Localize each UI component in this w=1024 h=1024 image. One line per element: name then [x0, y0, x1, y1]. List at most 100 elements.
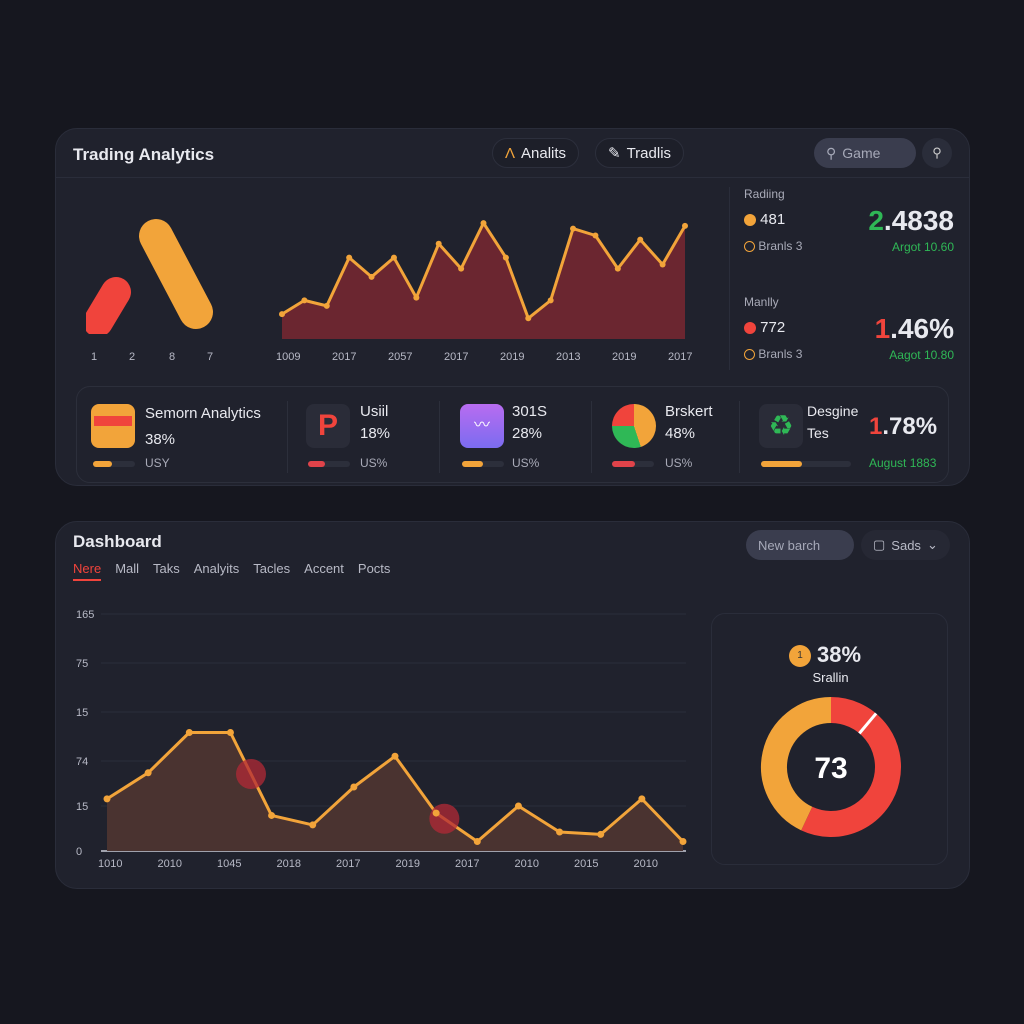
divider: [729, 187, 730, 370]
x-tick-label: 2017: [668, 351, 693, 363]
dropdown-value: Sads: [891, 537, 921, 553]
tab-accent[interactable]: Accent: [304, 561, 344, 576]
value-rest: .78%: [882, 413, 938, 440]
search-button[interactable]: ⚲: [922, 138, 952, 168]
card-semorn[interactable]: Semorn Analytics 38% USY: [91, 404, 281, 479]
highlight-marker: [236, 758, 266, 789]
x-tick-label: 2018: [277, 858, 301, 870]
data-point: [350, 783, 358, 791]
x-tick-label: 2010: [634, 858, 658, 870]
data-point: [570, 225, 577, 232]
x-tick-label: 2017: [332, 351, 357, 363]
y-tick-label: 165: [76, 609, 94, 621]
card-value: 28%: [512, 425, 543, 442]
search-icon: ⚲: [932, 145, 942, 160]
cards-row: Semorn Analytics 38% USY P Usiil 18% US%…: [76, 386, 949, 483]
y-tick-label: 15: [76, 707, 88, 719]
search-icon: ⚲: [826, 144, 837, 161]
data-point: [279, 311, 285, 318]
value-rest: .4838: [883, 205, 954, 236]
card-name: Desgine: [807, 403, 859, 419]
search-input[interactable]: ⚲ Game: [814, 138, 916, 168]
data-point: [614, 265, 621, 272]
data-point: [268, 811, 276, 819]
recycle-icon: ♻: [759, 404, 803, 448]
x-tick-label: 2019: [612, 351, 637, 363]
tab-analyits[interactable]: Analyits: [193, 561, 240, 576]
search-placeholder: New barch: [758, 537, 821, 553]
logo-icon: [86, 219, 213, 334]
card-desgine[interactable]: ♻ Desgine Tes 1.78% August 1883: [759, 403, 944, 479]
stat-date: Argot 10.60: [891, 240, 954, 254]
data-point: [547, 297, 554, 304]
data-point: [368, 273, 375, 280]
progress-fill: [612, 461, 636, 467]
card-unit: US%: [360, 456, 388, 470]
y-tick-label: 0: [76, 846, 82, 858]
data-point: [638, 795, 646, 803]
donut-marker: [858, 712, 878, 735]
divider: [439, 401, 440, 473]
data-point: [480, 220, 487, 227]
tab-nere[interactable]: Nere: [73, 561, 102, 581]
area-fill: [107, 732, 683, 851]
dashboard-tabs: Nere Mall Taks Analyits Tacles Accent Pocts: [73, 561, 404, 581]
x-tick-label: 1010: [98, 858, 122, 870]
ring-icon: [744, 349, 755, 361]
tab-taks[interactable]: Taks: [153, 561, 180, 576]
x-tick-label: 2057: [388, 351, 413, 363]
card-value: 18%: [360, 425, 391, 442]
tab-tacles[interactable]: Tacles: [253, 561, 291, 576]
tab-label: Tradlis: [626, 144, 672, 162]
card-brskert[interactable]: Brskert 48% US%: [612, 403, 742, 479]
card-name-2: Tes: [807, 425, 829, 441]
p-logo-icon: P: [306, 404, 350, 448]
data-point: [309, 821, 317, 829]
tab-analits[interactable]: Ʌ Analits: [492, 138, 580, 168]
stat-sub: Branls 3: [758, 347, 803, 361]
y-tick-label: 74: [76, 756, 88, 768]
stat-date: Aagot 10.80: [889, 348, 954, 362]
data-point: [597, 830, 605, 838]
trading-analytics-panel: Trading Analytics Ʌ Analits ✎ Tradlis ⚲ Gam…: [55, 128, 970, 486]
donut-percent: 38%: [817, 642, 862, 667]
x-tick-label: 1045: [217, 858, 241, 870]
search-input[interactable]: New barch: [746, 530, 854, 560]
x-tick-label: 2015: [574, 858, 598, 870]
stat-block: Manlly 772 Branls 3 1.46% Aagot 10.80: [744, 295, 954, 395]
a-icon: Ʌ: [505, 144, 516, 162]
data-point: [637, 236, 644, 243]
data-point: [301, 297, 308, 304]
card-usiil[interactable]: P Usiil 18% US%: [306, 403, 436, 479]
area-fill: [282, 223, 685, 339]
divider: [591, 401, 592, 473]
donut-slice: [801, 697, 901, 837]
stat-heading: Manlly: [744, 295, 779, 309]
chevron-down-icon: ⌄: [926, 537, 938, 552]
tab-label: Analits: [521, 144, 567, 162]
x-tick-label: 1009: [276, 351, 301, 363]
card-value: 48%: [665, 425, 696, 442]
stat-big-value: 2.4838: [868, 205, 954, 237]
panel-title: Trading Analytics: [73, 145, 215, 164]
card-progress: [308, 461, 350, 467]
data-point: [458, 265, 465, 272]
status-dot: [744, 214, 756, 227]
card-name: Semorn Analytics: [145, 405, 261, 422]
stat-big-value: 1.46%: [875, 313, 954, 345]
data-point: [413, 294, 420, 301]
x-tick-label: 2017: [336, 858, 360, 870]
tab-pocts[interactable]: Pocts: [357, 561, 391, 576]
x-tick-label: 2017: [444, 351, 469, 363]
stat-value-row: 481: [744, 211, 785, 228]
data-point: [659, 261, 666, 268]
stat-value: 481: [760, 211, 786, 228]
tab-tradlis[interactable]: ✎ Tradlis: [595, 138, 685, 168]
card-301s[interactable]: 〰 301S 28% US%: [460, 403, 590, 479]
data-point: [682, 222, 688, 229]
divider: [739, 401, 740, 473]
card-name: Brskert: [665, 403, 713, 420]
sads-dropdown[interactable]: ▢ Sads ⌄: [861, 530, 950, 560]
logo-axis-label: 2: [129, 351, 136, 363]
tab-mall[interactable]: Mall: [115, 561, 140, 576]
